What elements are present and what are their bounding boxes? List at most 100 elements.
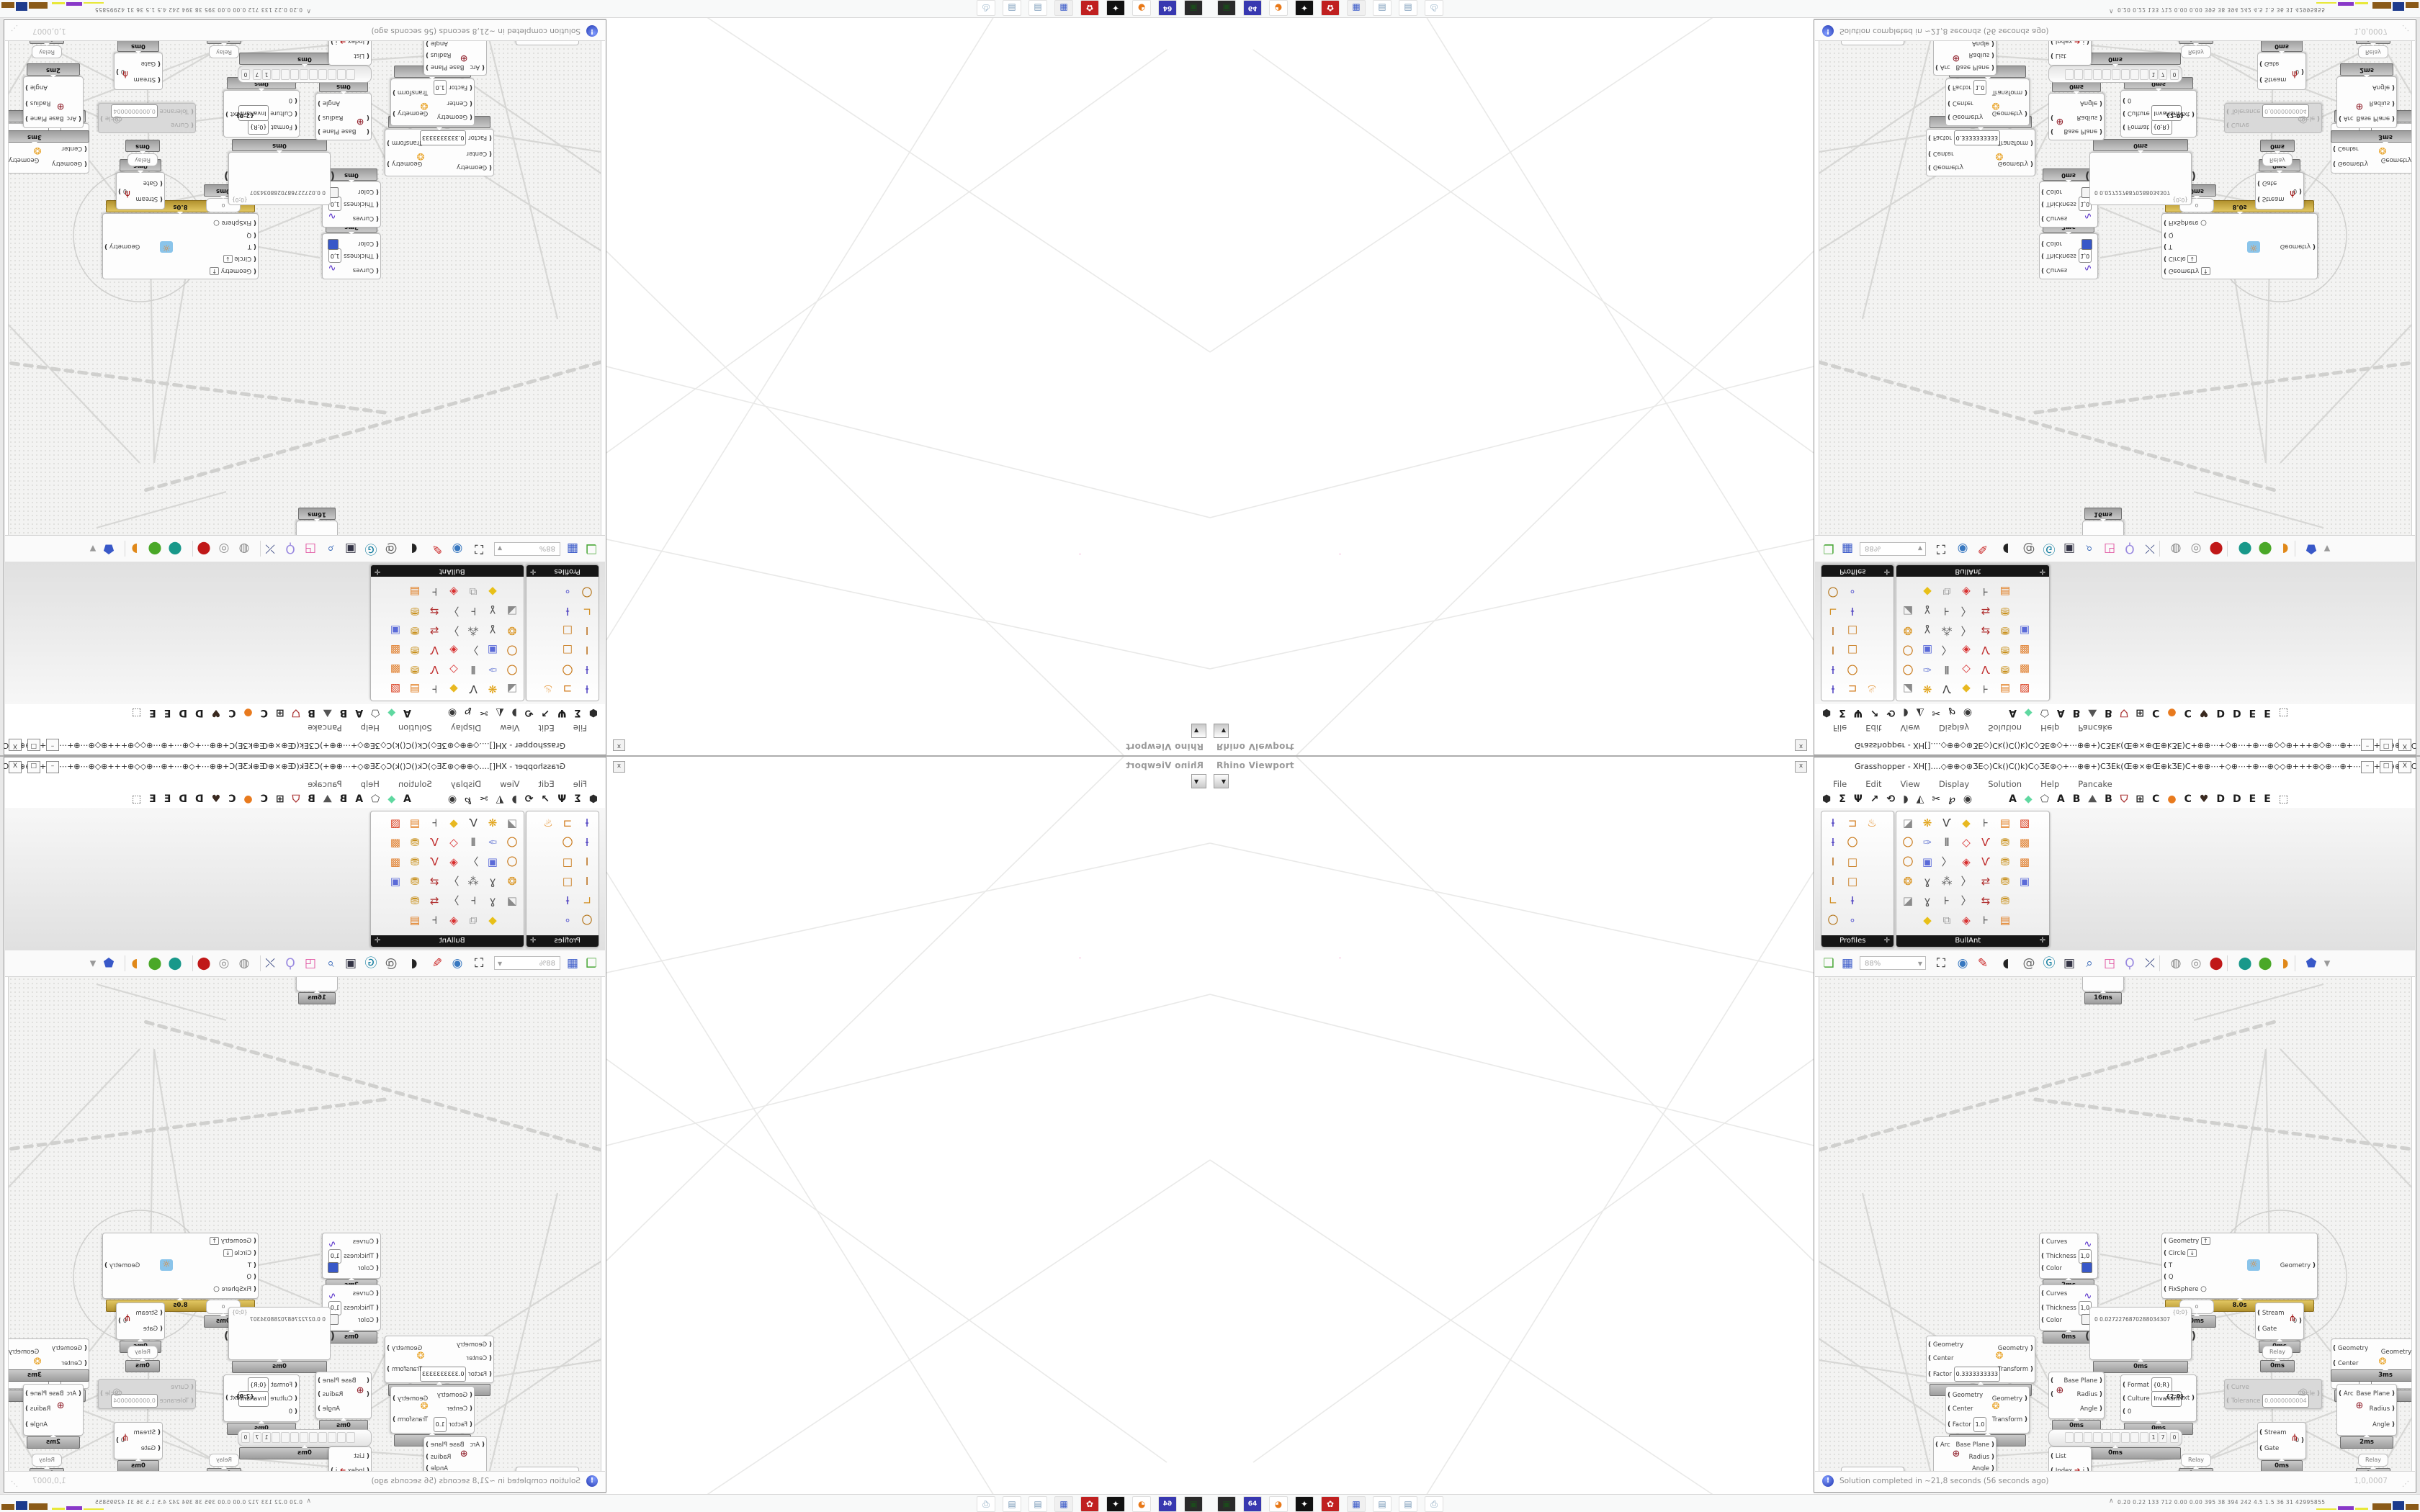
- toolbar-icon[interactable]: ◳: [2103, 956, 2116, 971]
- palette-component-icon[interactable]: Ⅰ: [585, 855, 589, 868]
- input-port[interactable]: (: [375, 1304, 379, 1312]
- input-port[interactable]: (: [2041, 266, 2045, 274]
- palette-component-icon[interactable]: ⇆: [429, 894, 439, 907]
- palette-component-icon[interactable]: 〇: [1902, 836, 1914, 849]
- slider-cell[interactable]: [272, 1432, 280, 1443]
- input-port[interactable]: (: [2333, 145, 2336, 153]
- viewport-dropdown-button[interactable]: ▼: [1214, 774, 1229, 788]
- palette-component-icon[interactable]: ⇄: [1981, 624, 1991, 637]
- category-tab-icon[interactable]: A: [2009, 793, 2017, 805]
- output-port[interactable]: ): [2300, 68, 2304, 75]
- toolbar-icon[interactable]: ⤫: [265, 956, 275, 971]
- palette-component-icon[interactable]: ⦀: [1944, 663, 1950, 676]
- palette-component-icon[interactable]: ❂: [1903, 875, 1913, 888]
- category-tab-icon[interactable]: ●: [243, 793, 253, 805]
- expand-arrow-button[interactable]: ↓: [223, 1248, 233, 1257]
- category-tab-icon[interactable]: ◭: [1916, 707, 1924, 719]
- category-tab-icon[interactable]: ⬢: [1822, 707, 1832, 719]
- output-port[interactable]: ): [2030, 1366, 2033, 1373]
- menu-item-file[interactable]: File: [1833, 723, 1847, 733]
- category-tab-icon[interactable]: C: [2152, 707, 2160, 719]
- category-tab-icon[interactable]: D: [2233, 707, 2241, 719]
- category-tab-icon[interactable]: E: [2264, 793, 2271, 805]
- palette-group-footer[interactable]: BullAnt ✛: [371, 935, 524, 947]
- category-tab-icon[interactable]: A: [2056, 793, 2065, 805]
- relay-node[interactable]: Relay: [32, 1454, 62, 1467]
- toolbar-icon[interactable]: ◳: [2103, 541, 2116, 556]
- toolbar-icon[interactable]: ▾: [2323, 956, 2331, 971]
- taskbar-app-icon[interactable]: ▦: [1347, 0, 1366, 16]
- output-port[interactable]: ): [100, 1390, 104, 1398]
- output-port[interactable]: ): [1991, 1453, 1994, 1461]
- output-port[interactable]: ): [2030, 160, 2033, 167]
- toolbar-icon[interactable]: ❏: [1823, 541, 1834, 556]
- param-value-box[interactable]: 1.0: [433, 1416, 447, 1432]
- palette-component-icon[interactable]: ❋: [1922, 683, 1932, 696]
- palette-component-icon[interactable]: ❋: [1922, 816, 1932, 829]
- input-port[interactable]: (: [2333, 160, 2336, 167]
- palette-component-icon[interactable]: ⇆: [1981, 605, 1991, 618]
- output-port[interactable]: ): [1991, 63, 1994, 71]
- category-tab-icon[interactable]: E: [2249, 707, 2257, 719]
- menu-item-view[interactable]: View: [1900, 723, 1920, 733]
- input-port[interactable]: (: [1928, 1355, 1932, 1363]
- palette-component-icon[interactable]: 〇: [1847, 663, 1858, 676]
- input-port[interactable]: (: [2041, 1290, 2045, 1297]
- toolbar-icon[interactable]: ▦: [1841, 956, 1854, 971]
- palette-component-icon[interactable]: Ѵ: [430, 836, 439, 849]
- palette-component-icon[interactable]: 〇: [581, 914, 593, 927]
- palette-component-icon[interactable]: Ɨ: [585, 816, 589, 829]
- category-tab-icon[interactable]: Σ: [1839, 707, 1846, 719]
- toolbar-icon[interactable]: ◖: [2002, 541, 2009, 556]
- palette-component-icon[interactable]: ⊦: [431, 914, 437, 927]
- output-port[interactable]: ): [2099, 1377, 2102, 1385]
- input-port[interactable]: (: [2123, 1395, 2126, 1403]
- slider-cell[interactable]: [2065, 1432, 2074, 1443]
- category-tab-icon[interactable]: ◉: [1963, 707, 1973, 719]
- toolbar-icon[interactable]: ❏: [1823, 956, 1834, 971]
- palette-component-icon[interactable]: ⛃: [2000, 644, 2010, 657]
- param-value-box[interactable]: Invariant: [2151, 1391, 2182, 1407]
- input-port[interactable]: (: [2041, 187, 2045, 195]
- toolbar-icon[interactable]: ◎: [2190, 541, 2202, 556]
- palette-component-icon[interactable]: ▤: [409, 816, 421, 829]
- output-port[interactable]: ): [2391, 1390, 2395, 1398]
- palette-component-icon[interactable]: Ѵ: [1981, 644, 1990, 657]
- component-node[interactable]: ( Geometry ↑( Circle ↓( T( Q( FixSphere …: [102, 1233, 259, 1312]
- input-port[interactable]: (: [1935, 1441, 1939, 1449]
- grasshopper-canvas[interactable]: 16ms( Curves( Thickness 1,0( Color∿2ms( …: [1819, 976, 2412, 1472]
- toolbar-icon[interactable]: ▣: [2063, 541, 2076, 556]
- category-tab-icon[interactable]: C: [228, 793, 236, 805]
- output-port[interactable]: ): [426, 1441, 429, 1449]
- toolbar-icon[interactable]: ⛶: [1937, 956, 1945, 971]
- input-port[interactable]: (: [2333, 1345, 2336, 1352]
- palette-group-footer[interactable]: Profiles ✛: [1821, 935, 1894, 947]
- category-tab-icon[interactable]: D: [179, 793, 187, 805]
- palette-component-icon[interactable]: 〉: [448, 894, 460, 907]
- toolbar-icon[interactable]: ◖: [411, 956, 418, 971]
- output-port[interactable]: ): [393, 1395, 396, 1403]
- grasshopper-title-bar[interactable]: Grasshopper - XH[]....◇⊕⊕◇⊛ƷE◇)Ck()C()k)…: [1814, 757, 2420, 777]
- palette-component-icon[interactable]: ⛃: [2000, 605, 2010, 618]
- component-node[interactable]: {0;0} 0 0.0272276870288034307 () 0ms: [2085, 139, 2196, 205]
- slider-cell[interactable]: [2074, 69, 2083, 80]
- input-port[interactable]: (: [2123, 1382, 2126, 1389]
- output-port[interactable]: ): [2312, 243, 2316, 250]
- toolbar-icon[interactable]: ◉: [1957, 541, 1968, 556]
- toolbar-icon[interactable]: ⛶: [475, 956, 483, 971]
- tray-expand-icon[interactable]: ∧: [2109, 1498, 2114, 1505]
- palette-component-icon[interactable]: ⛃: [410, 875, 420, 888]
- toolbar-icon[interactable]: ◗: [131, 956, 138, 971]
- palette-component-icon[interactable]: ◈: [1962, 855, 1971, 868]
- component-node[interactable]: ( Format {0;R}( Culture Invariant( 0 Text…: [2120, 77, 2197, 138]
- toolbar-icon[interactable]: ▣: [2063, 956, 2076, 971]
- palette-component-icon[interactable]: Ɨ: [565, 894, 570, 907]
- resize-grip[interactable]: ⋰: [2402, 1480, 2409, 1488]
- category-tab-icon[interactable]: Ψ: [1853, 707, 1863, 719]
- palette-component-icon[interactable]: ◪: [1902, 816, 1914, 829]
- palette-component-icon[interactable]: ▧: [2019, 816, 2030, 829]
- close-button[interactable]: X: [2398, 761, 2411, 773]
- toolbar-icon[interactable]: ✎: [1977, 541, 1989, 556]
- category-tab-icon[interactable]: ↗: [541, 793, 550, 805]
